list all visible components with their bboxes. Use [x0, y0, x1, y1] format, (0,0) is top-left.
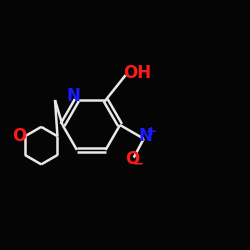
Text: N: N — [66, 87, 80, 105]
Text: OH: OH — [123, 64, 151, 82]
Text: N: N — [138, 127, 152, 145]
Text: −: − — [133, 158, 144, 171]
Text: O: O — [12, 127, 26, 145]
Text: +: + — [146, 125, 157, 138]
Text: O: O — [125, 150, 140, 168]
